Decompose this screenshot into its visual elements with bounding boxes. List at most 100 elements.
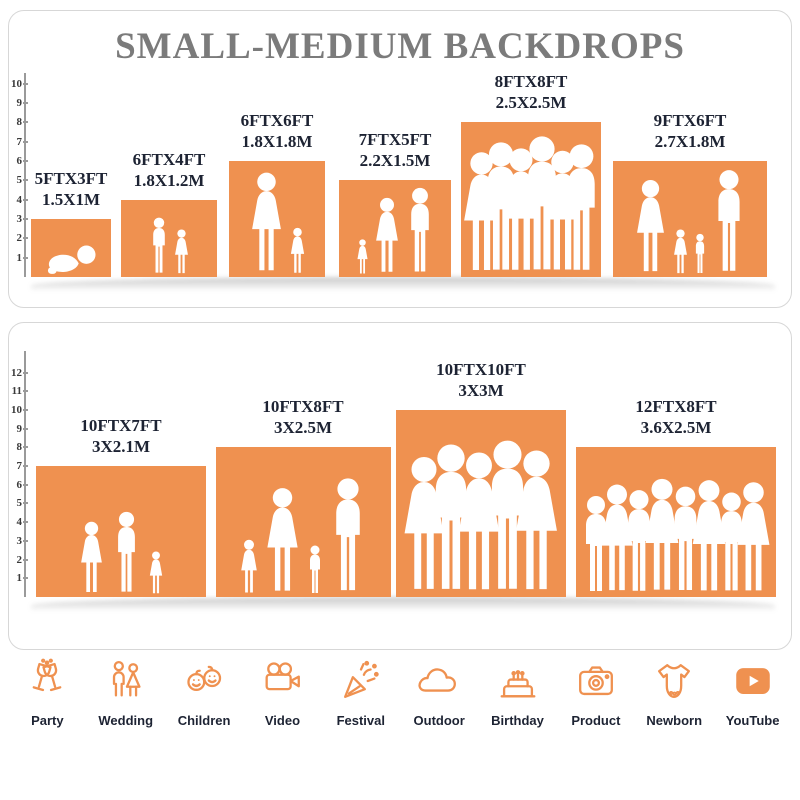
birthday-icon bbox=[500, 670, 535, 698]
silhouette-group bbox=[121, 217, 217, 275]
category-party: Party bbox=[10, 658, 84, 728]
size-m: 3X2.5M bbox=[273, 418, 333, 438]
silhouette-group bbox=[229, 171, 325, 275]
category-label: Wedding bbox=[98, 713, 154, 728]
axis-tick: 10 bbox=[11, 78, 28, 90]
silhouette-group bbox=[576, 477, 776, 595]
silhouette-woman bbox=[248, 171, 285, 275]
backdrop-bar-9ftx6ft bbox=[613, 161, 767, 277]
size-m: 3X3M bbox=[458, 381, 504, 401]
silhouette-woman bbox=[733, 481, 774, 595]
silhouette-group bbox=[216, 477, 391, 595]
category-birthday: Birthday bbox=[481, 658, 555, 728]
size-m: 3.6X2.5M bbox=[640, 418, 712, 438]
backdrop-size-label: 7FTX5FT 2.2X1.5M bbox=[359, 129, 432, 173]
video-icon bbox=[265, 662, 301, 691]
silhouette-man bbox=[405, 187, 435, 275]
y-axis bbox=[24, 73, 26, 277]
backdrop-bar-8ftx8ft bbox=[461, 122, 601, 277]
category-label: Product bbox=[571, 713, 621, 728]
floor-shadow bbox=[31, 277, 775, 291]
size-ft: 12FTX8FT bbox=[635, 396, 717, 416]
axis-tick: 7 bbox=[9, 135, 28, 149]
silhouette-man bbox=[559, 143, 602, 275]
backdrop-bar-10ftx10ft bbox=[396, 410, 566, 597]
silhouette-girl bbox=[672, 229, 689, 275]
axis-tick: 8 bbox=[9, 440, 28, 454]
silhouette-girl bbox=[148, 551, 164, 595]
backdrop-bar-6ftx4ft bbox=[121, 200, 217, 277]
silhouette-woman bbox=[78, 521, 105, 595]
axis-tick: 7 bbox=[9, 459, 28, 473]
backdrop-size-label: 6FTX4FT 1.8X1.2M bbox=[133, 149, 206, 193]
size-ft: 7FTX5FT bbox=[358, 129, 432, 149]
axis-tick: 5 bbox=[9, 496, 28, 510]
size-ft: 10FTX10FT bbox=[436, 359, 526, 379]
axis-tick: 8 bbox=[9, 115, 28, 129]
category-label: Outdoor bbox=[413, 713, 465, 728]
axis-tick: 11 bbox=[9, 384, 28, 398]
category-label: Festival bbox=[336, 713, 385, 728]
axis-tick: 6 bbox=[9, 154, 28, 168]
silhouette-baby bbox=[46, 244, 96, 275]
category-newborn: Newborn bbox=[637, 658, 711, 728]
children-icon bbox=[187, 665, 222, 691]
size-ft: 6FTX6FT bbox=[240, 110, 314, 130]
axis-tick: 9 bbox=[9, 96, 28, 110]
silhouette-girl bbox=[239, 539, 259, 595]
axis-tick: 5 bbox=[9, 173, 28, 187]
silhouette-group bbox=[396, 439, 566, 595]
silhouette-group bbox=[36, 511, 206, 595]
silhouette-woman bbox=[263, 487, 302, 595]
axis-tick: 2 bbox=[9, 231, 28, 245]
newborn-icon bbox=[658, 664, 691, 698]
category-festival: Festival bbox=[324, 658, 398, 728]
floor-shadow bbox=[31, 597, 775, 611]
y-axis bbox=[24, 351, 26, 597]
backdrop-size-label: 5FTX3FT 1.5X1M bbox=[35, 168, 108, 212]
axis-tick: 1 bbox=[9, 251, 28, 265]
category-label: Newborn bbox=[646, 713, 703, 728]
youtube-icon bbox=[735, 668, 770, 694]
size-m: 3X2.1M bbox=[91, 437, 151, 457]
wedding-icon bbox=[112, 660, 141, 697]
category-product: Product bbox=[559, 658, 633, 728]
axis-tick: 9 bbox=[9, 422, 28, 436]
axis-tick: 2 bbox=[9, 553, 28, 567]
size-m: 2.5X2.5M bbox=[495, 93, 567, 113]
axis-tick: 1 bbox=[9, 571, 28, 585]
size-m: 1.8X1.8M bbox=[241, 132, 313, 152]
silhouette-group bbox=[339, 187, 451, 275]
category-label: YouTube bbox=[725, 713, 780, 728]
size-ft: 8FTX8FT bbox=[494, 71, 568, 91]
size-ft: 6FTX4FT bbox=[132, 149, 206, 169]
silhouette-man bbox=[711, 169, 747, 275]
axis-tick: 12 bbox=[11, 367, 28, 379]
axis-tick: 6 bbox=[9, 478, 28, 492]
backdrop-bar-6ftx6ft bbox=[229, 161, 325, 277]
category-label: Video bbox=[264, 713, 301, 728]
size-ft: 10FTX8FT bbox=[262, 396, 344, 416]
axis-tick: 4 bbox=[9, 193, 28, 207]
size-m: 1.8X1.2M bbox=[133, 171, 205, 191]
category-label: Birthday bbox=[491, 713, 544, 728]
category-label: Party bbox=[31, 713, 64, 728]
silhouette-boy bbox=[693, 233, 707, 275]
category-row: Party Wedding bbox=[0, 658, 800, 728]
backdrop-size-label: 6FTX6FT 1.8X1.8M bbox=[241, 110, 314, 154]
category-children: Children bbox=[167, 658, 241, 728]
silhouette-girl bbox=[173, 229, 190, 275]
size-ft: 10FTX7FT bbox=[80, 415, 162, 435]
silhouette-woman bbox=[633, 179, 668, 275]
silhouette-man bbox=[328, 477, 368, 595]
size-chart-panel-medium: 1 2 3 4 5 6 7 8 9 10 11 12 10FTX7FT 3X2.… bbox=[8, 322, 792, 650]
category-video: Video bbox=[245, 658, 319, 728]
size-m: 2.7X1.8M bbox=[654, 132, 726, 152]
page-title: SMALL-MEDIUM BACKDROPS bbox=[115, 26, 685, 67]
silhouette-woman bbox=[510, 449, 563, 595]
category-label: Children bbox=[177, 713, 231, 728]
silhouette-group bbox=[31, 244, 111, 275]
backdrop-bar-7ftx5ft bbox=[339, 180, 451, 277]
silhouette-girl bbox=[289, 227, 306, 275]
